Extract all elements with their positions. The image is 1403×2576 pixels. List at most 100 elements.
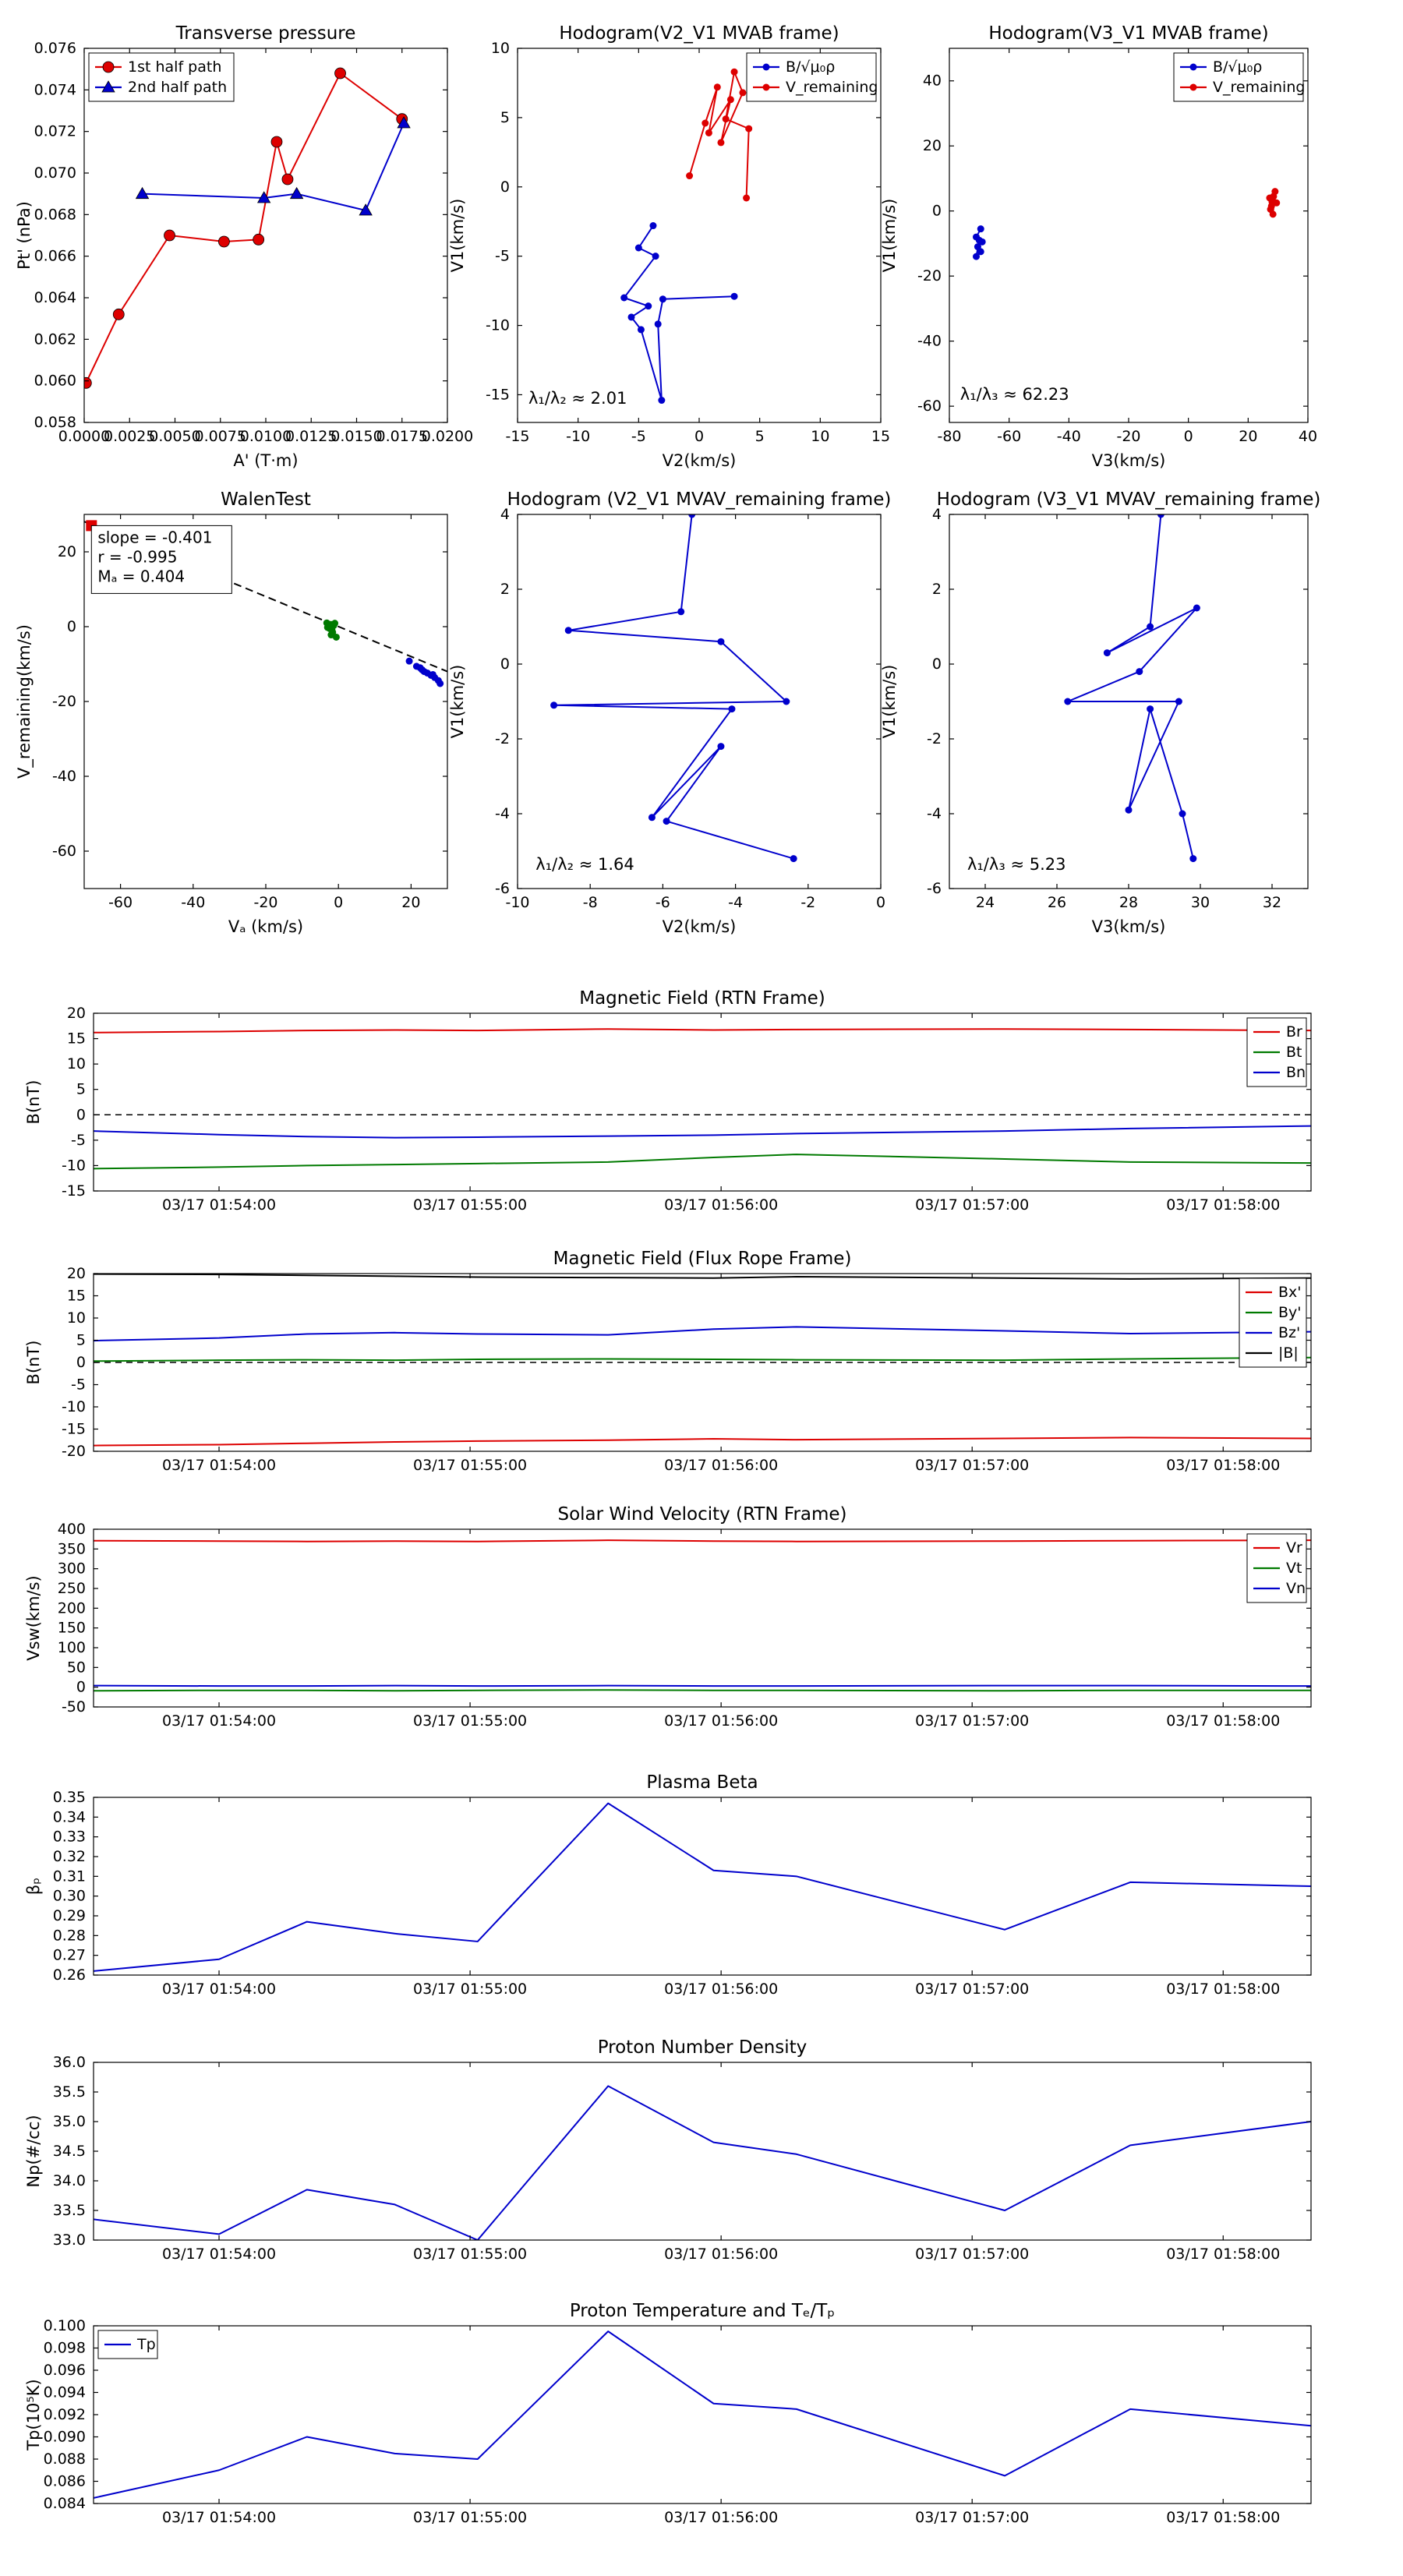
marker-dot [416,664,424,672]
x-tick-label: 20 [1239,428,1257,445]
y-tick-label: 0.074 [34,81,76,98]
marker-triangle [256,191,271,203]
x-tick-label: -10 [566,428,590,445]
legend-label: 1st half path [128,58,221,76]
series-Bx' [94,1436,1311,1447]
y-tick-label: -4 [495,805,510,822]
y-tick-label: 0 [76,1679,86,1696]
y-tick-label: 250 [58,1580,86,1597]
legend-label: Vr [1286,1539,1302,1557]
marker-dot [1271,188,1279,196]
y-tick-label: 0.084 [44,2495,86,2512]
y-tick-label: 5 [76,1081,86,1098]
marker-circle [253,233,265,246]
y-tick-label: 33.5 [53,2202,86,2219]
axes-border [93,1797,1312,1976]
y-tick-label: -5 [495,248,510,265]
marker-dot [658,397,666,405]
x-tick-label: 03/17 01:55:00 [413,1196,527,1214]
plot-area [1064,514,1200,863]
x-tick-label: 03/17 01:58:00 [1166,2246,1280,2263]
axis-ticks: -80 -60 -40 -20 0 20 40 -60 -40 -20 0 20 40 [917,48,1317,445]
marker-dot [328,626,336,634]
series-|B| [94,1274,1311,1280]
y-tick-label: 300 [58,1560,86,1578]
x-tick-label: 03/17 01:58:00 [1166,1981,1280,1998]
y-tick-label: -10 [62,1398,86,1415]
x-tick-label: 03/17 01:55:00 [413,2246,527,2263]
y-tick-label: 0 [932,655,942,673]
chart-title: Hodogram(V2_V1 MVAB frame) [559,23,839,44]
plot-background [94,1529,1311,1707]
series-Vn [94,1684,1311,1687]
axis-ticks: 0.00000.00250.00500.00750.01000.01250.01… [34,40,474,445]
marker-dot [1147,705,1154,713]
x-tick-label: 0.0100 [240,428,292,445]
marker-triangle [289,186,304,200]
panel-vsw_rtn: 03/17 01:54:00 03/17 01:55:00 03/17 01:56:… [24,1504,1312,1730]
x-axis-label: A' (T·m) [233,451,298,470]
axis-ticks: -15 -10 -5 0 5 10 15 -15 -10 -5 0 5 10 [486,40,890,445]
marker-dot [627,313,635,321]
y-tick-label: 4 [500,506,510,523]
x-tick-label: 26 [1048,894,1066,911]
y-tick-label: 20 [67,1265,86,1282]
y-tick-label: 0.072 [34,123,76,140]
plot-background [94,1274,1311,1451]
marker-circle [281,173,294,186]
y-tick-label: 36.0 [53,2054,86,2071]
x-axis-label: V2(km/s) [663,451,737,470]
chart-title: Proton Number Density [598,2037,808,2058]
y-tick-label: 35.5 [53,2083,86,2101]
annotation-text: λ₁/λ₃ ≈ 5.23 [967,855,1066,874]
marker-dot [713,83,721,91]
marker-circle [218,235,230,248]
x-tick-label: 03/17 01:56:00 [664,2509,778,2526]
marker-dot [762,83,770,91]
chart-title: Hodogram (V3_V1 MVAV_remaining frame) [937,489,1321,510]
x-tick-label: 24 [976,894,995,911]
marker-circle [334,67,346,80]
marker-dot [659,295,666,303]
y-tick-label: 0.33 [53,1829,86,1846]
x-tick-label: 15 [871,428,890,445]
x-tick-label: 03/17 01:55:00 [413,1712,527,1730]
axis-ticks: 03/17 01:54:00 03/17 01:55:00 03/17 01:56:… [58,1521,1311,1730]
y-tick-label: 0.29 [53,1907,86,1924]
y-tick-label: 0.26 [53,1966,86,1984]
y-tick-label: -10 [486,317,510,334]
axis-ticks: 03/17 01:54:00 03/17 01:55:00 03/17 01:56:… [62,1005,1311,1214]
panel-proton_density: 03/17 01:54:00 03/17 01:55:00 03/17 01:56:… [24,2037,1312,2263]
series-Bn [94,1125,1311,1139]
axis-ticks: 03/17 01:54:00 03/17 01:55:00 03/17 01:56:… [44,2317,1311,2526]
marker-triangle [101,80,115,93]
x-tick-label: 03/17 01:57:00 [915,1981,1029,1998]
legend [746,52,877,102]
y-tick-label: -20 [52,693,76,710]
marker-dot [637,326,645,334]
x-tick-label: 0.0125 [285,428,337,445]
series-By' [94,1356,1311,1362]
y-tick-label: -2 [927,730,942,747]
y-axis-label: Vsw(km/s) [24,1575,43,1661]
marker-dot [645,302,652,310]
legend-label: Vn [1286,1580,1306,1597]
y-axis-label: Tp(10⁵K) [24,2379,43,2451]
marker-circle [270,136,283,148]
legend-label: Bt [1286,1044,1302,1061]
y-tick-label: 0 [500,178,510,196]
y-tick-label: 0.058 [34,414,76,431]
marker-dot [730,292,738,300]
y-tick-label: 0 [76,1354,86,1371]
annotation-box [90,525,232,594]
marker-dot [331,620,339,627]
x-tick-label: -10 [505,894,529,911]
y-tick-label: 0.35 [53,1789,86,1806]
y-tick-label: 15 [67,1030,86,1048]
series-Vr [94,1539,1311,1542]
x-tick-label: -60 [108,894,133,911]
panel-hodogram_v3v1_mvab: λ₁/λ₃ ≈ 62.23 -80 -60 -40 -20 0 20 40 -60 -40 -20 0… [880,23,1317,470]
y-tick-label: 0 [67,618,76,635]
